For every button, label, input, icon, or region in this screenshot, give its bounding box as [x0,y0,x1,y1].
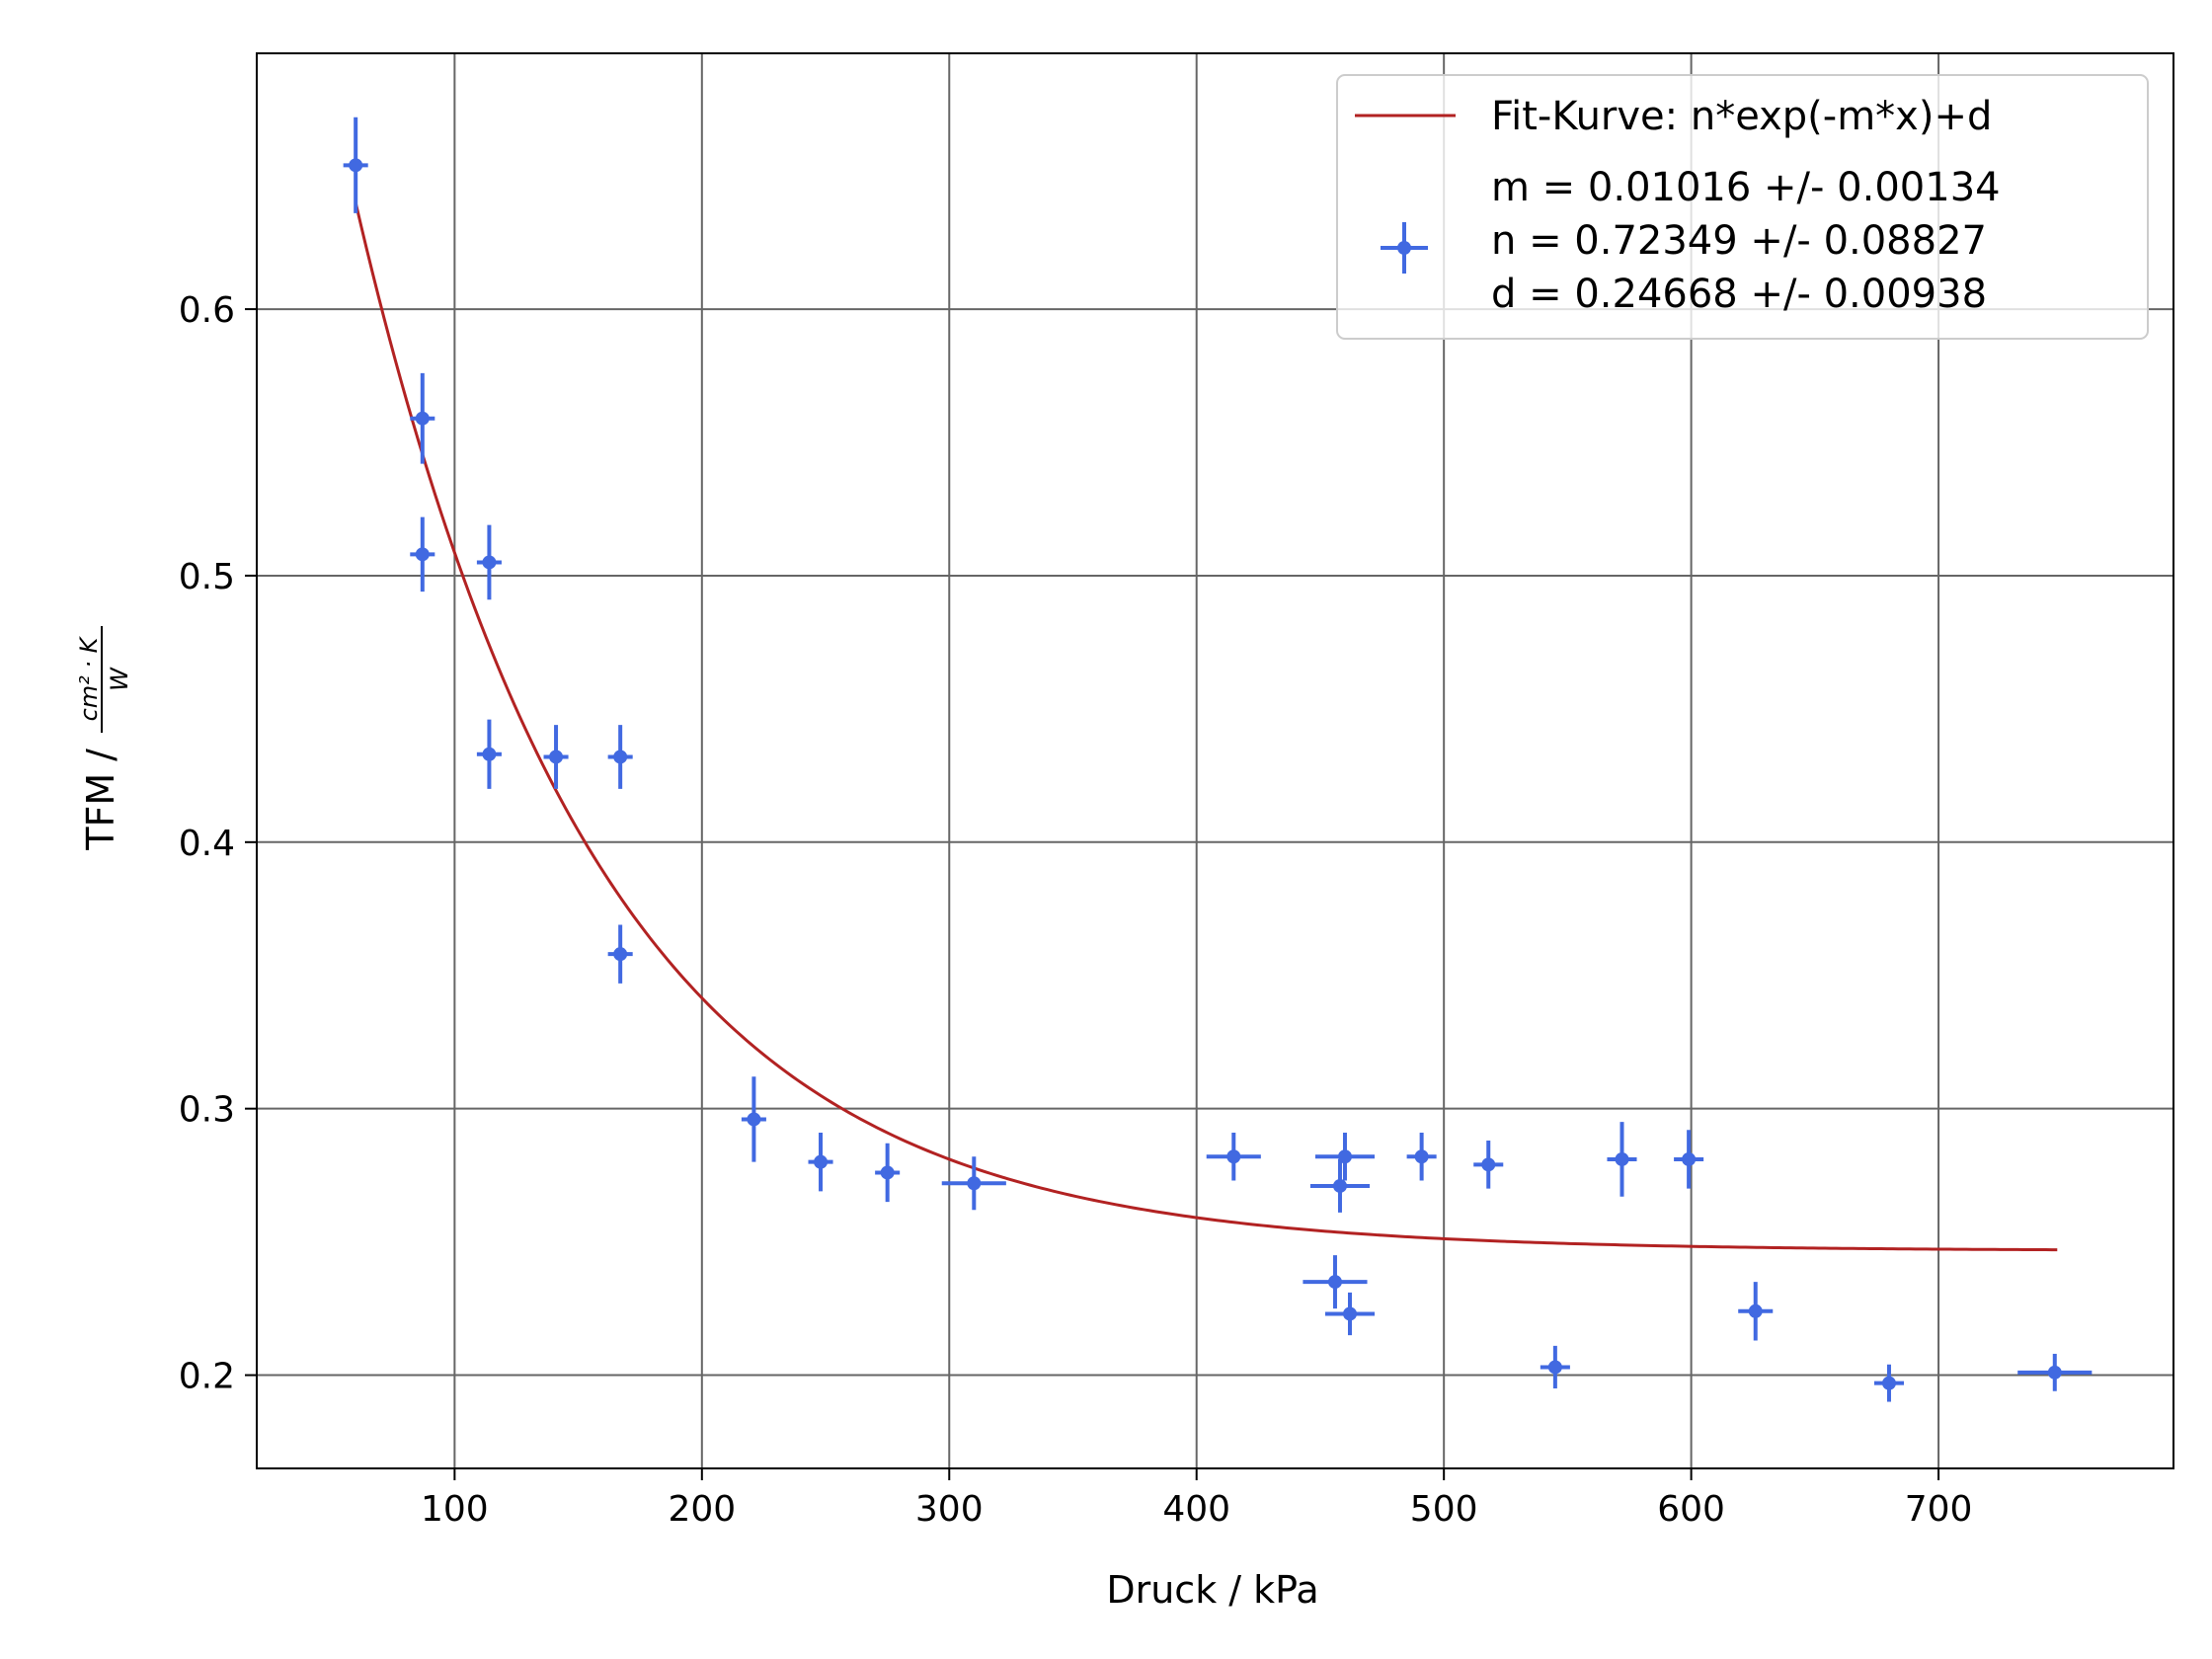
data-point [1873,1364,1905,1402]
data-point [741,1076,766,1162]
point-marker [1881,1376,1896,1390]
y-tick-label: 0.2 [179,1357,235,1397]
y-axis-ticks: 0.2 0.3 0.4 0.5 0.6 [179,290,257,1397]
point-marker [967,1176,982,1191]
data-points-layer [343,117,2093,1402]
legend-fit-label: Fit-Kurve: n*exp(-m*x)+d [1491,94,1992,139]
data-point [343,117,368,213]
data-point [607,924,633,984]
point-marker [1332,1178,1347,1193]
x-axis-label: Druck / kPa [1106,1568,1318,1612]
data-point [2017,1353,2093,1391]
y-axis-label-prefix: TFM / [79,749,122,851]
point-marker [415,411,430,426]
point-marker [1748,1304,1763,1318]
y-tick-label: 0.6 [179,290,235,331]
data-point [607,725,633,789]
data-point [1303,1255,1368,1309]
x-tick-label: 600 [1657,1489,1725,1530]
point-marker [415,547,430,562]
data-point [1309,1158,1371,1213]
x-tick-label: 200 [668,1489,736,1530]
data-point [1314,1132,1376,1181]
point-marker [2047,1365,2062,1380]
point-marker [747,1112,761,1127]
point-marker [482,555,497,570]
point-marker [613,947,628,962]
point-marker [1337,1149,1352,1164]
fit-curve [354,201,2058,1252]
legend-box [1336,74,2149,340]
point-marker [1327,1275,1342,1290]
plot-frame [256,52,2174,1469]
data-point [1607,1122,1637,1197]
legend: Fit-Kurve: n*exp(-m*x)+d m = 0.01016 +/-… [1336,74,2149,340]
x-tick-label: 700 [1905,1489,1973,1530]
y-tick-label: 0.4 [179,824,235,864]
y-tick-label: 0.5 [179,557,235,597]
y-axis-label: TFM / cm² · K W [75,626,133,851]
point-marker [549,750,564,764]
point-marker [880,1165,895,1180]
point-marker [1547,1360,1562,1375]
data-point [1206,1132,1261,1181]
data-point [875,1143,901,1203]
point-marker [814,1154,829,1169]
data-point [1540,1345,1570,1389]
y-axis-unit-denominator: W [106,667,133,691]
point-marker [1414,1149,1429,1164]
point-marker [349,158,363,173]
data-point [410,516,435,592]
legend-points-line-n: n = 0.72349 +/- 0.08827 [1491,218,1987,264]
legend-points-line-m: m = 0.01016 +/- 0.00134 [1491,165,2001,210]
x-axis-ticks: 100 200 300 400 500 600 700 [421,1468,1972,1530]
data-point [1406,1132,1437,1181]
data-point [1738,1282,1774,1341]
point-marker [1615,1151,1629,1166]
point-marker [613,750,628,764]
data-point [1324,1292,1376,1336]
point-marker [1481,1157,1496,1172]
x-tick-label: 300 [915,1489,984,1530]
fit-curve-layer [354,201,2058,1252]
legend-points-swatch [1381,222,1428,274]
y-tick-label: 0.3 [179,1090,235,1131]
point-marker [1682,1151,1697,1166]
point-marker [1226,1149,1241,1164]
data-point [410,372,435,464]
legend-points-line-d: d = 0.24668 +/- 0.00938 [1491,272,1987,317]
x-tick-label: 500 [1410,1489,1478,1530]
y-axis-unit-numerator: cm² · K [75,635,103,721]
data-point [543,725,569,789]
point-marker [1342,1306,1357,1321]
data-point [476,524,502,600]
data-point [476,719,502,789]
data-point [1674,1130,1704,1189]
x-tick-label: 400 [1162,1489,1230,1530]
data-point [941,1156,1006,1211]
x-tick-label: 100 [421,1489,489,1530]
data-point [1473,1141,1504,1189]
point-marker [482,747,497,761]
data-point [808,1132,833,1192]
